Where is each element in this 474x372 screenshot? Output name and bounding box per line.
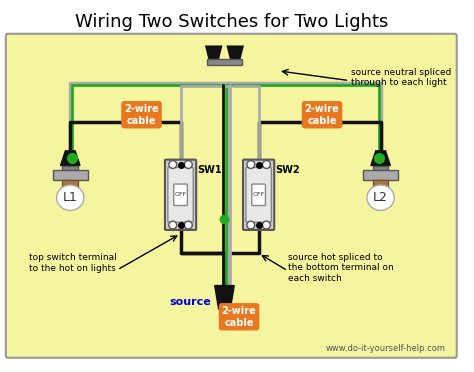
Polygon shape xyxy=(371,151,391,166)
Ellipse shape xyxy=(367,185,394,211)
Circle shape xyxy=(263,221,270,229)
FancyBboxPatch shape xyxy=(165,160,196,230)
Polygon shape xyxy=(227,45,244,61)
Bar xyxy=(63,180,78,188)
Bar xyxy=(53,170,88,180)
Text: OFF: OFF xyxy=(253,192,265,197)
Text: 2-wire
cable: 2-wire cable xyxy=(124,104,159,126)
FancyBboxPatch shape xyxy=(6,34,457,358)
Bar xyxy=(373,166,388,170)
Ellipse shape xyxy=(56,185,84,211)
Text: L1: L1 xyxy=(63,191,78,204)
Circle shape xyxy=(247,221,255,229)
Bar xyxy=(363,170,398,180)
Polygon shape xyxy=(205,45,222,61)
Circle shape xyxy=(247,161,255,169)
Bar xyxy=(207,59,242,65)
Text: L2: L2 xyxy=(373,191,388,204)
Text: 2-wire
cable: 2-wire cable xyxy=(305,104,339,126)
FancyBboxPatch shape xyxy=(246,167,271,222)
Bar xyxy=(373,180,388,188)
Polygon shape xyxy=(61,151,80,166)
Circle shape xyxy=(263,161,270,169)
Circle shape xyxy=(184,161,192,169)
FancyBboxPatch shape xyxy=(252,184,265,205)
Text: top switch terminal
to the hot on lights: top switch terminal to the hot on lights xyxy=(29,253,117,273)
Circle shape xyxy=(169,161,177,169)
Circle shape xyxy=(169,221,177,229)
FancyBboxPatch shape xyxy=(173,184,187,205)
Bar xyxy=(63,166,78,170)
FancyBboxPatch shape xyxy=(168,167,193,222)
Text: source neutral spliced
through to each light: source neutral spliced through to each l… xyxy=(351,68,452,87)
Text: www.do-it-yourself-help.com: www.do-it-yourself-help.com xyxy=(326,343,446,353)
Text: source: source xyxy=(169,297,211,307)
FancyBboxPatch shape xyxy=(243,160,274,230)
Text: OFF: OFF xyxy=(174,192,187,197)
Polygon shape xyxy=(215,286,234,309)
Text: source hot spliced to
the bottom terminal on
each switch: source hot spliced to the bottom termina… xyxy=(288,253,393,283)
Text: SW1: SW1 xyxy=(197,166,222,175)
Text: 2-wire
cable: 2-wire cable xyxy=(222,306,256,328)
Circle shape xyxy=(184,221,192,229)
Text: Wiring Two Switches for Two Lights: Wiring Two Switches for Two Lights xyxy=(74,13,388,31)
Text: SW2: SW2 xyxy=(275,166,300,175)
